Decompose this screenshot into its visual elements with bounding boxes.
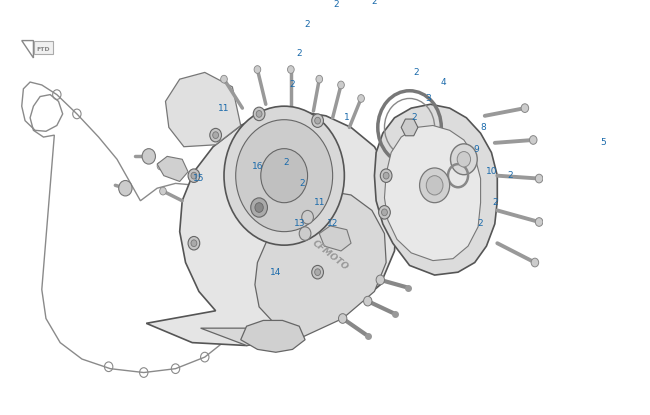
Circle shape: [236, 120, 333, 232]
Circle shape: [380, 169, 392, 183]
Circle shape: [299, 227, 311, 240]
Text: 3: 3: [425, 94, 431, 103]
Text: 11: 11: [313, 198, 325, 207]
Text: 5: 5: [601, 138, 606, 147]
Text: 14: 14: [270, 268, 281, 277]
Text: 4: 4: [440, 78, 446, 87]
Circle shape: [536, 217, 543, 226]
Circle shape: [358, 95, 365, 103]
Circle shape: [536, 174, 543, 183]
Circle shape: [119, 181, 132, 196]
Circle shape: [337, 81, 345, 89]
Circle shape: [531, 258, 539, 267]
Circle shape: [382, 209, 387, 216]
Text: 2: 2: [283, 158, 289, 167]
Polygon shape: [401, 119, 418, 136]
Circle shape: [420, 168, 450, 203]
Text: 2: 2: [478, 220, 484, 228]
Text: 2: 2: [411, 113, 417, 122]
Text: 2: 2: [492, 198, 498, 207]
Text: 13: 13: [293, 220, 305, 228]
Text: 2: 2: [300, 179, 306, 188]
Circle shape: [224, 106, 344, 245]
Circle shape: [188, 237, 200, 250]
Circle shape: [160, 187, 166, 195]
Text: 2: 2: [333, 0, 339, 10]
Circle shape: [450, 144, 477, 175]
Circle shape: [339, 314, 347, 323]
Text: 2: 2: [372, 0, 377, 7]
Circle shape: [191, 172, 197, 179]
Polygon shape: [157, 156, 188, 181]
Circle shape: [255, 203, 263, 212]
Text: 1: 1: [344, 113, 350, 122]
Polygon shape: [201, 191, 386, 346]
Text: 2: 2: [507, 171, 513, 180]
Text: 2: 2: [296, 49, 302, 58]
Circle shape: [384, 172, 389, 179]
Circle shape: [457, 151, 471, 167]
Polygon shape: [384, 125, 480, 261]
Circle shape: [157, 162, 164, 170]
Circle shape: [254, 107, 265, 121]
Circle shape: [254, 66, 261, 73]
Circle shape: [521, 104, 528, 112]
Circle shape: [378, 205, 390, 219]
Circle shape: [287, 66, 294, 73]
Circle shape: [312, 114, 324, 127]
Text: 10: 10: [486, 167, 497, 176]
Circle shape: [213, 132, 218, 139]
Text: 2: 2: [305, 20, 311, 29]
Circle shape: [315, 269, 320, 276]
Text: 2: 2: [290, 81, 295, 90]
Text: FTD: FTD: [36, 47, 50, 52]
Circle shape: [188, 169, 200, 183]
Polygon shape: [166, 72, 240, 147]
Circle shape: [210, 128, 222, 142]
Circle shape: [363, 296, 372, 306]
Circle shape: [376, 275, 384, 285]
Polygon shape: [374, 104, 497, 275]
Circle shape: [316, 75, 322, 83]
Text: 9: 9: [474, 145, 479, 154]
Text: 2: 2: [413, 68, 419, 77]
Text: 16: 16: [252, 161, 263, 171]
Circle shape: [251, 198, 267, 217]
Circle shape: [261, 149, 307, 203]
Text: 8: 8: [480, 123, 486, 132]
Circle shape: [191, 240, 197, 247]
Circle shape: [426, 176, 443, 195]
Circle shape: [142, 149, 155, 164]
Circle shape: [312, 266, 324, 279]
Bar: [34, 41, 53, 54]
Circle shape: [530, 136, 537, 144]
Text: 15: 15: [193, 174, 205, 183]
Circle shape: [315, 117, 320, 124]
Circle shape: [256, 110, 262, 117]
Polygon shape: [146, 111, 397, 346]
Circle shape: [302, 210, 313, 224]
Circle shape: [220, 75, 228, 83]
Polygon shape: [240, 320, 305, 352]
Polygon shape: [319, 226, 351, 251]
Text: 12: 12: [327, 220, 339, 228]
Text: 11: 11: [218, 104, 229, 112]
Text: CFMOTO: CFMOTO: [311, 239, 350, 273]
